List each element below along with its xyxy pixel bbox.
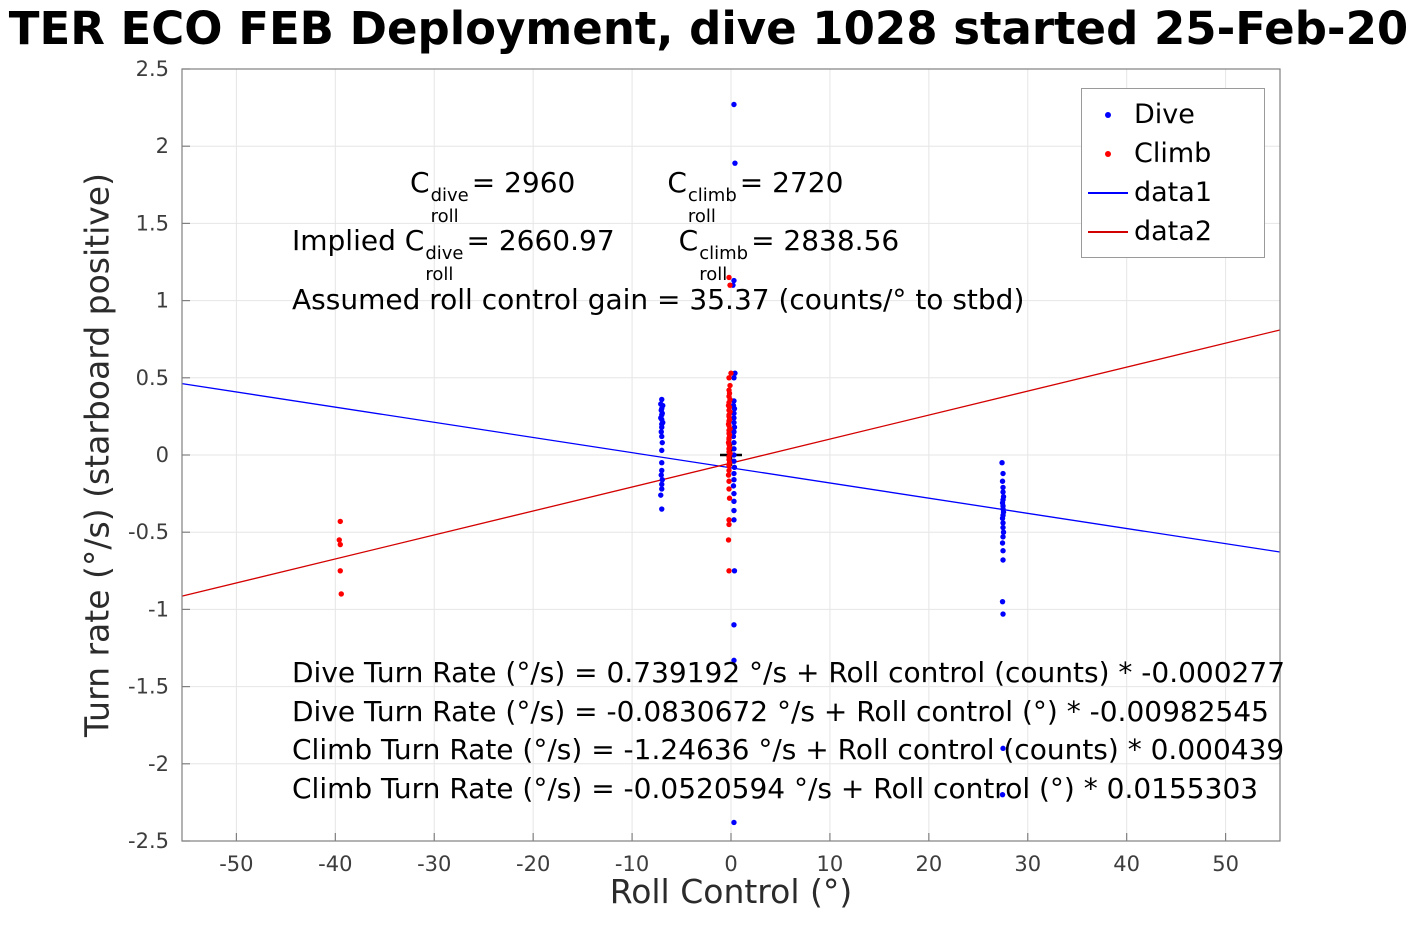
legend-item-climb: Climb <box>1082 134 1264 173</box>
data1-line-marker-icon <box>1082 191 1134 194</box>
climb-dot-marker-icon <box>1082 150 1134 157</box>
svg-text:-1: -1 <box>148 597 169 621</box>
legend-label: Dive <box>1134 99 1195 130</box>
c-base: C <box>410 166 430 199</box>
svg-text:-30: -30 <box>417 852 451 876</box>
legend-item-data1: data1 <box>1082 173 1264 212</box>
svg-text:-0.5: -0.5 <box>128 520 169 544</box>
c-sup: climb <box>699 243 749 264</box>
c-base: Implied C <box>292 224 425 257</box>
chart-title: TER ECO FEB Deployment, dive 1028 starte… <box>8 2 1409 55</box>
svg-text:0: 0 <box>724 852 737 876</box>
legend-label: data1 <box>1134 177 1212 208</box>
c-sub: roll <box>430 206 459 227</box>
fit-equation-line: Climb Turn Rate (°/s) = -0.0520594 °/s +… <box>292 771 1259 805</box>
c-sub: roll <box>687 206 716 227</box>
c-sub: roll <box>699 264 728 285</box>
c-subsup: climb roll <box>699 245 748 284</box>
svg-text:-2: -2 <box>148 752 169 776</box>
c-sup: climb <box>687 185 737 206</box>
svg-text:1: 1 <box>156 289 169 313</box>
svg-text:50: 50 <box>1212 852 1239 876</box>
legend-label: data2 <box>1134 216 1212 247</box>
svg-text:-40: -40 <box>318 852 352 876</box>
fit-equation-line: Dive Turn Rate (°/s) = -0.0830672 °/s + … <box>292 694 1269 728</box>
legend-label: Climb <box>1134 138 1212 169</box>
c-value: = 2838.56 <box>751 224 900 257</box>
svg-text:2.5: 2.5 <box>136 57 169 81</box>
x-axis-label: Roll Control (°) <box>609 872 853 911</box>
legend: Dive Climb data1 data2 <box>1081 88 1265 258</box>
y-axis-label: Turn rate (°/s) (starboard positive) <box>77 173 117 737</box>
svg-text:-20: -20 <box>516 852 550 876</box>
svg-text:0: 0 <box>156 443 169 467</box>
c-value: = 2660.97 <box>466 224 615 257</box>
c-subsup: dive roll <box>425 245 463 284</box>
legend-item-data2: data2 <box>1082 212 1264 251</box>
svg-text:30: 30 <box>1014 852 1041 876</box>
svg-text:2: 2 <box>156 134 169 158</box>
svg-text:40: 40 <box>1113 852 1140 876</box>
svg-text:-2.5: -2.5 <box>128 829 169 853</box>
fit-equation-line: Climb Turn Rate (°/s) = -1.24636 °/s + R… <box>292 733 1285 766</box>
svg-text:1.5: 1.5 <box>136 211 169 235</box>
fit-equations-block: Dive Turn Rate (°/s) = 0.739192 °/s + Ro… <box>292 654 1285 808</box>
c-value: = 2960 <box>471 166 576 199</box>
c-sup: dive <box>430 185 469 206</box>
svg-text:-1.5: -1.5 <box>128 675 169 699</box>
svg-text:-50: -50 <box>219 852 253 876</box>
c-subsup: climb roll <box>688 187 737 226</box>
data2-line-marker-icon <box>1082 230 1134 233</box>
dive-dot-marker-icon <box>1082 111 1134 118</box>
c-base: C <box>678 224 699 257</box>
c-base: C <box>667 166 687 199</box>
fit-equation-line: Dive Turn Rate (°/s) = 0.739192 °/s + Ro… <box>292 656 1286 689</box>
svg-text:10: 10 <box>817 852 844 876</box>
svg-text:-10: -10 <box>615 852 649 876</box>
c-value: = 2720 <box>739 166 844 199</box>
svg-text:20: 20 <box>915 852 942 876</box>
svg-text:0.5: 0.5 <box>136 366 169 390</box>
gain-annotation-row: Assumed roll control gain = 35.37 (count… <box>292 283 1024 316</box>
c-subsup: dive roll <box>431 187 469 226</box>
c-sup: dive <box>425 243 464 264</box>
c-sub: roll <box>425 264 454 285</box>
legend-item-dive: Dive <box>1082 95 1264 134</box>
gain-text: Assumed roll control gain = 35.37 (count… <box>292 283 1025 316</box>
